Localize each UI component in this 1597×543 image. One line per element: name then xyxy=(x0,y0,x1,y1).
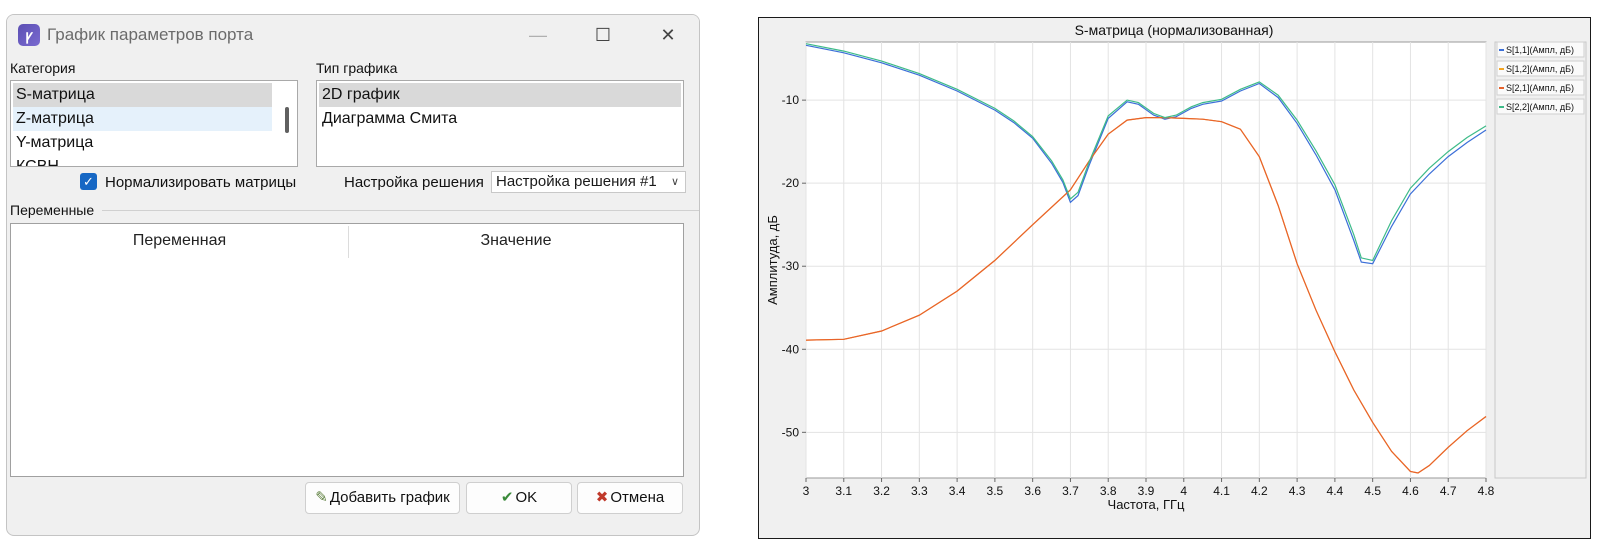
legend-label-1: S[1,1](Ампл, дБ) xyxy=(1506,45,1574,55)
legend-box xyxy=(1494,41,1587,479)
x-tick-label: 4.7 xyxy=(1440,484,1457,498)
add-plot-button[interactable]: ✎ Добавить график xyxy=(305,482,460,514)
x-tick-label: 3.1 xyxy=(835,484,852,498)
cancel-button[interactable]: ✖ Отмена xyxy=(577,482,683,514)
series-line-1 xyxy=(805,44,1487,265)
x-tick-label: 4.5 xyxy=(1364,484,1381,498)
chart-window: S-матрица (нормализованная) 3 3.1 3.2 3.3 3.4… xyxy=(758,17,1591,539)
column-header-value[interactable]: Значение xyxy=(480,232,552,249)
x-tick-label: 4.8 xyxy=(1478,484,1495,498)
legend-label-4: S[2,2](Ампл, дБ) xyxy=(1506,102,1574,112)
minimize-button[interactable]: — xyxy=(529,25,547,45)
checkmark-icon: ✔ xyxy=(500,489,514,506)
solution-dropdown[interactable]: Настройка решения #1 ∨ xyxy=(491,171,686,193)
y-tick-label: -30 xyxy=(782,259,800,273)
x-axis-label: Частота, ГГц xyxy=(1108,497,1185,512)
x-tick-label: 3.6 xyxy=(1024,484,1041,498)
x-tick-label: 4.2 xyxy=(1251,484,1268,498)
x-tick-label: 3.7 xyxy=(1062,484,1079,498)
maximize-button[interactable]: ☐ xyxy=(594,25,612,45)
variables-divider xyxy=(102,210,699,211)
legend-item-2 xyxy=(1496,60,1585,77)
x-tick-label: 4 xyxy=(1180,484,1187,498)
category-item-z-matrix[interactable]: Z-матрица xyxy=(13,107,272,131)
x-tick-label: 4.1 xyxy=(1213,484,1230,498)
normalize-label: Нормализировать матрицы xyxy=(105,174,297,191)
x-tick-label: 4.3 xyxy=(1289,484,1306,498)
variables-label: Переменные xyxy=(10,202,95,218)
x-tick-label: 3.2 xyxy=(873,484,890,498)
y-tick-label: -20 xyxy=(782,176,800,190)
solution-label: Настройка решения xyxy=(344,174,484,191)
x-tick-label: 3 xyxy=(803,484,810,498)
y-tick-label: -40 xyxy=(782,342,800,356)
legend-label-2: S[1,2](Ампл, дБ) xyxy=(1506,64,1574,74)
chart-title: S-матрица (нормализованная) xyxy=(1075,22,1274,38)
plot-type-list[interactable]: 2D график Диаграмма Смита xyxy=(316,80,684,167)
dialog-title: График параметров порта xyxy=(47,25,254,44)
series-line-3 xyxy=(805,117,1487,474)
category-scrollbar[interactable] xyxy=(285,107,289,133)
category-list[interactable]: S-матрица Z-матрица Y-матрица КСВН xyxy=(10,80,298,167)
solution-value: Настройка решения #1 xyxy=(496,173,657,190)
y-tick-label: -50 xyxy=(782,425,800,439)
series-line-4 xyxy=(805,43,1487,262)
x-tick-label: 3.4 xyxy=(949,484,966,498)
plot-type-label: Тип графика xyxy=(316,60,398,76)
x-tick-label: 3.3 xyxy=(911,484,928,498)
chart-svg: S-матрица (нормализованная) 3 3.1 3.2 3.3 3.4… xyxy=(765,22,1587,512)
x-tick-label: 3.5 xyxy=(987,484,1004,498)
close-button[interactable]: ✕ xyxy=(660,25,676,45)
category-item-vswr[interactable]: КСВН xyxy=(16,158,59,167)
column-separator xyxy=(348,226,349,258)
x-tick-label: 4.6 xyxy=(1402,484,1419,498)
legend-item-1 xyxy=(1496,41,1585,58)
chevron-down-icon: ∨ xyxy=(670,176,679,188)
legend-item-4 xyxy=(1496,98,1585,115)
ok-button[interactable]: ✔ OK xyxy=(466,482,572,514)
title-bar: ꝩ График параметров порта — ☐ ✕ xyxy=(7,15,699,55)
column-header-variable[interactable]: Переменная xyxy=(132,232,227,249)
ok-label: OK xyxy=(515,489,538,506)
category-item-s-matrix[interactable]: S-матрица xyxy=(13,83,272,107)
x-tick-label: 3.8 xyxy=(1100,484,1117,498)
category-label: Категория xyxy=(10,60,76,76)
x-tick-label: 4.4 xyxy=(1327,484,1344,498)
add-plot-label: Добавить график xyxy=(329,489,450,506)
x-tick-label: 3.9 xyxy=(1138,484,1155,498)
legend-item-3 xyxy=(1496,79,1585,96)
cancel-label: Отмена xyxy=(610,489,665,506)
normalize-checkbox[interactable]: ✓ xyxy=(80,173,97,190)
category-item-y-matrix[interactable]: Y-матрица xyxy=(16,134,94,151)
app-logo-icon: ꝩ xyxy=(18,24,40,46)
plot-type-item-smith[interactable]: Диаграмма Смита xyxy=(322,110,458,127)
variables-table[interactable]: Переменная Значение xyxy=(10,223,684,477)
y-tick-label: -10 xyxy=(782,93,800,107)
legend-label-3: S[2,1](Ампл, дБ) xyxy=(1506,83,1574,93)
add-plot-icon: ✎ xyxy=(315,489,328,506)
plot-type-item-2d[interactable]: 2D график xyxy=(319,83,681,107)
cross-icon: ✖ xyxy=(595,489,609,506)
y-axis-label: Амплитуда, дБ xyxy=(765,215,780,305)
port-parameters-dialog: ꝩ График параметров порта — ☐ ✕ Категори… xyxy=(6,14,700,536)
